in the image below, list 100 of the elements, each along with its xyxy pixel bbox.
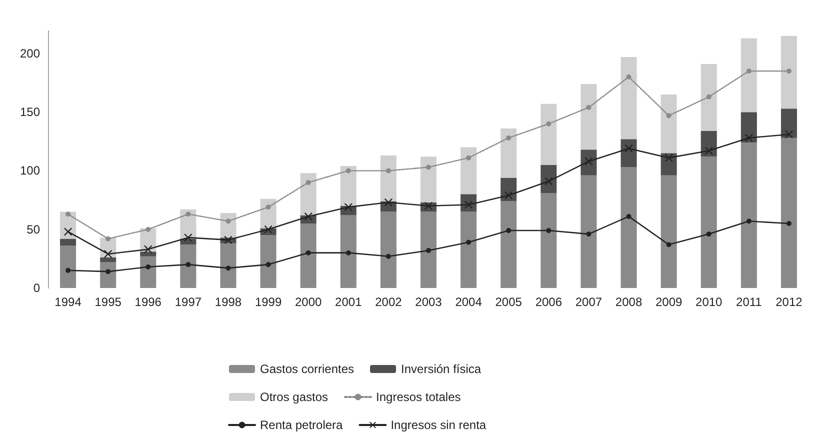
bar <box>620 56 637 140</box>
point <box>706 232 712 237</box>
x-tick-label: 2010 <box>696 295 723 309</box>
point <box>506 228 512 234</box>
point <box>466 155 472 160</box>
point <box>304 212 312 220</box>
point <box>226 218 231 224</box>
x-tick-label: 1994 <box>54 295 82 309</box>
bar <box>140 256 156 288</box>
point <box>546 228 552 234</box>
bar <box>180 244 196 288</box>
bar <box>700 156 717 288</box>
point <box>66 268 71 273</box>
bar <box>340 166 356 206</box>
bar <box>380 155 396 202</box>
bar <box>780 138 797 288</box>
point <box>626 74 632 80</box>
bar <box>580 175 597 288</box>
point <box>146 264 151 270</box>
legend-label: Gastos corrientes <box>260 362 354 376</box>
x-tick-label: 1995 <box>94 295 122 309</box>
legend-label: Otros gastos <box>260 390 328 404</box>
point <box>266 262 271 268</box>
point <box>624 144 633 152</box>
y-tick-label: 200 <box>20 46 40 60</box>
bar <box>700 130 717 157</box>
point <box>306 180 311 185</box>
point <box>186 212 191 217</box>
point <box>666 242 672 248</box>
point <box>184 234 192 242</box>
point <box>224 236 232 244</box>
x-tick-label: 2002 <box>375 295 402 309</box>
point <box>226 266 231 271</box>
bar <box>500 201 517 288</box>
bar <box>740 38 757 112</box>
bar <box>540 193 557 288</box>
point <box>666 113 672 118</box>
x-tick-label: 2000 <box>294 295 322 309</box>
x-tick-label: 2009 <box>655 295 682 309</box>
point <box>144 245 152 254</box>
y-tick-label: 0 <box>33 281 40 295</box>
point <box>66 212 71 217</box>
bar <box>580 84 597 150</box>
point <box>426 164 431 170</box>
bar <box>740 142 757 288</box>
x-tick-label: 2008 <box>615 295 642 309</box>
bar <box>500 128 517 178</box>
x-tick-label: 2003 <box>415 295 442 309</box>
legend-label: Ingresos sin renta <box>390 418 486 432</box>
point <box>546 121 552 126</box>
x-tick-label: 2004 <box>455 295 482 309</box>
point <box>706 94 712 100</box>
point <box>506 135 512 140</box>
bar <box>740 112 757 143</box>
legend-label: Renta petrolera <box>260 418 344 432</box>
point <box>746 218 752 224</box>
bar <box>140 252 156 256</box>
x-tick-label: 2005 <box>495 295 522 309</box>
point <box>186 262 191 268</box>
bar <box>660 94 677 154</box>
point <box>664 154 673 162</box>
bar <box>300 224 316 288</box>
y-tick-label: 100 <box>20 164 40 178</box>
point <box>104 250 112 258</box>
bar <box>100 258 116 262</box>
point <box>586 104 592 110</box>
point <box>264 225 272 234</box>
legend-label: Ingresos totales <box>376 390 461 404</box>
bar <box>540 104 557 165</box>
bar <box>340 215 356 288</box>
point <box>106 236 111 242</box>
bar <box>380 212 396 288</box>
bar <box>620 167 637 288</box>
x-tick-label: 2007 <box>575 295 602 309</box>
point <box>786 221 792 226</box>
point <box>346 168 351 174</box>
point <box>504 191 513 200</box>
point <box>306 250 311 256</box>
bar <box>660 175 677 288</box>
bar <box>60 246 76 288</box>
x-tick-label: 2012 <box>776 295 803 309</box>
bar <box>460 212 477 288</box>
bar <box>220 243 236 288</box>
y-tick-label: 50 <box>26 222 40 236</box>
point <box>744 134 753 142</box>
x-tick-label: 1997 <box>174 295 202 309</box>
point <box>786 68 792 74</box>
point <box>746 68 752 74</box>
point <box>64 228 72 236</box>
bar <box>60 238 76 246</box>
point <box>704 146 713 155</box>
bar <box>700 64 717 131</box>
point <box>386 254 391 259</box>
bar <box>580 150 597 176</box>
bar <box>780 108 797 138</box>
x-tick-label: 2001 <box>335 295 362 309</box>
bar <box>620 139 637 168</box>
y-tick-label: 150 <box>20 105 40 120</box>
bar <box>780 36 797 109</box>
point <box>784 130 793 138</box>
